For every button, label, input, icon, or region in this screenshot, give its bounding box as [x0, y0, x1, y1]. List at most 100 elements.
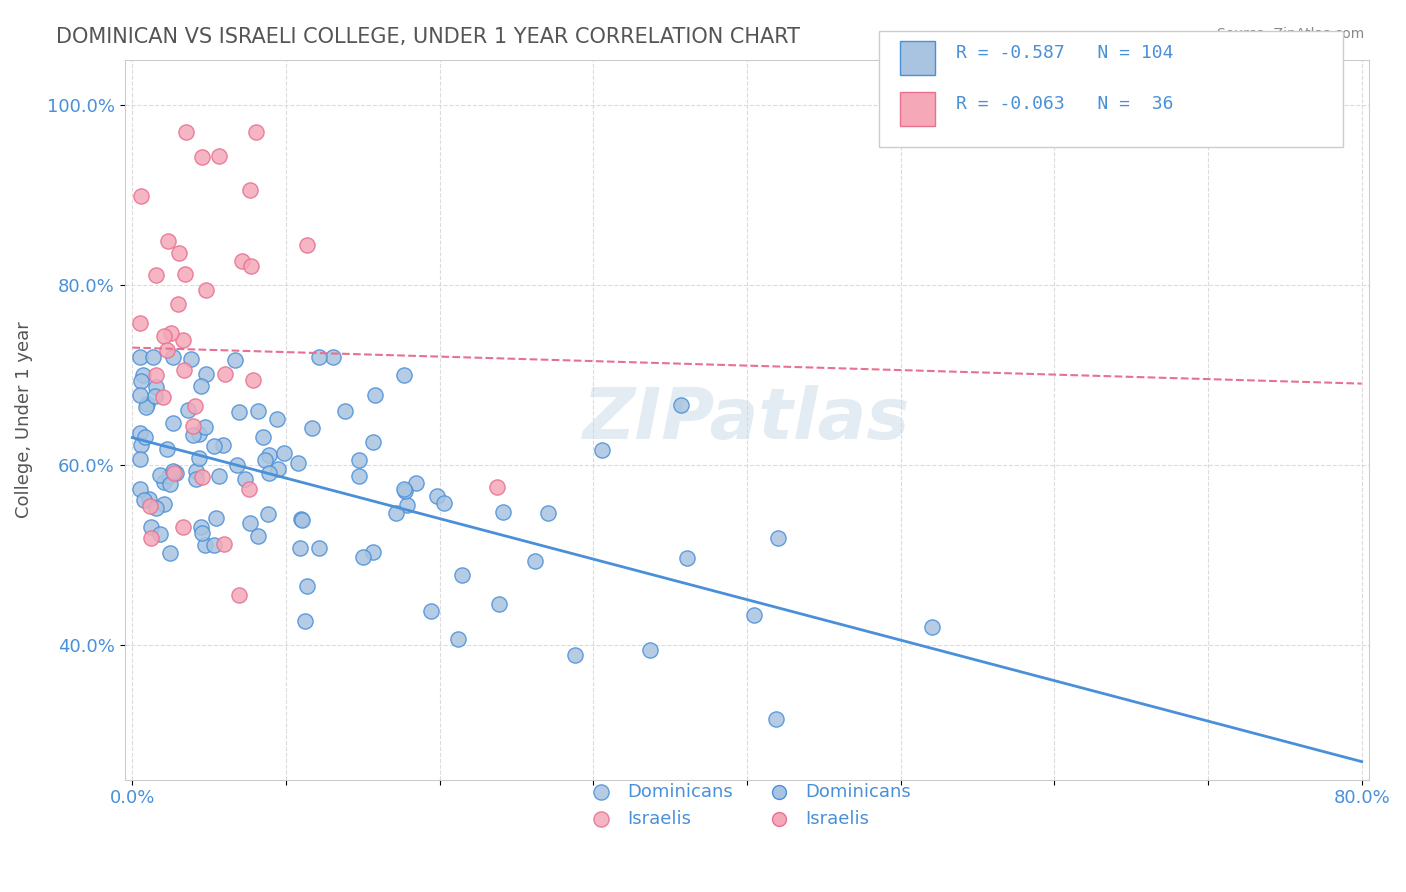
Israelis [157, 234, 180, 248]
Dominicans [426, 489, 449, 503]
Dominicans [149, 468, 172, 483]
Israelis [231, 254, 253, 268]
Dominicans [135, 401, 157, 415]
Dominicans [252, 430, 274, 444]
Dominicans [361, 545, 384, 559]
Dominicans [129, 451, 152, 466]
Dominicans [256, 507, 278, 521]
Dominicans [129, 482, 152, 496]
Israelis [239, 183, 262, 197]
Dominicans [184, 472, 207, 486]
Dominicans [159, 546, 181, 560]
Dominicans [202, 439, 225, 453]
Dominicans [290, 512, 312, 526]
Dominicans [157, 468, 180, 483]
Israelis [174, 125, 197, 139]
Dominicans [266, 412, 288, 426]
Dominicans [152, 475, 174, 489]
Dominicans [301, 421, 323, 435]
Dominicans [225, 458, 247, 472]
Dominicans [208, 469, 231, 483]
Dominicans [143, 389, 166, 403]
Israelis [214, 367, 236, 381]
Dominicans [141, 520, 163, 534]
Israelis [191, 470, 214, 484]
Dominicans [492, 505, 515, 519]
Dominicans [392, 483, 415, 497]
Dominicans [129, 438, 152, 452]
Dominicans [394, 484, 416, 499]
Dominicans [294, 614, 316, 628]
Israelis [167, 296, 190, 310]
Israelis [139, 499, 162, 513]
Dominicans [239, 516, 262, 530]
Dominicans [676, 551, 699, 566]
Dominicans [669, 398, 692, 412]
Dominicans [287, 456, 309, 470]
Dominicans [191, 526, 214, 541]
Dominicans [273, 446, 295, 460]
Dominicans [352, 550, 374, 565]
Text: ZIPatlas: ZIPatlas [583, 385, 911, 454]
Dominicans [129, 425, 152, 440]
Israelis [139, 531, 162, 545]
Dominicans [190, 520, 212, 534]
Dominicans [396, 498, 419, 512]
Israelis [153, 329, 176, 343]
Dominicans [202, 538, 225, 552]
Dominicans [488, 598, 510, 612]
Dominicans [290, 541, 312, 555]
Dominicans [181, 428, 204, 442]
Legend: Dominicans, Israelis, Dominicans, Israelis: Dominicans, Israelis, Dominicans, Israel… [575, 776, 918, 836]
Text: DOMINICAN VS ISRAELI COLLEGE, UNDER 1 YEAR CORRELATION CHART: DOMINICAN VS ISRAELI COLLEGE, UNDER 1 YE… [56, 27, 800, 46]
Dominicans [135, 397, 157, 411]
Dominicans [257, 466, 280, 480]
Dominicans [768, 531, 790, 545]
Dominicans [349, 453, 371, 467]
Dominicans [308, 541, 330, 556]
Israelis [160, 326, 183, 340]
Dominicans [152, 497, 174, 511]
Israelis [238, 482, 260, 496]
Dominicans [385, 506, 408, 520]
Dominicans [420, 604, 443, 618]
Dominicans [536, 506, 558, 520]
Dominicans [433, 496, 456, 510]
Dominicans [364, 388, 387, 402]
Dominicans [638, 643, 661, 657]
Dominicans [142, 350, 165, 364]
Dominicans [291, 513, 314, 527]
Dominicans [394, 368, 416, 382]
Israelis [195, 283, 218, 297]
Israelis [172, 334, 194, 348]
Dominicans [228, 405, 250, 419]
Dominicans [267, 462, 290, 476]
Israelis [145, 268, 167, 282]
Dominicans [132, 368, 155, 382]
Dominicans [134, 429, 156, 443]
Israelis [240, 259, 263, 273]
Dominicans [247, 529, 270, 543]
Israelis [212, 537, 235, 551]
Dominicans [224, 353, 246, 368]
Israelis [129, 189, 152, 203]
Dominicans [129, 387, 152, 401]
Dominicans [156, 442, 179, 456]
Dominicans [180, 351, 202, 366]
Dominicans [159, 476, 181, 491]
Israelis [173, 268, 195, 282]
Dominicans [149, 527, 172, 541]
Israelis [191, 150, 214, 164]
Dominicans [233, 472, 256, 486]
Israelis [485, 480, 508, 494]
Dominicans [450, 568, 472, 582]
Dominicans [564, 648, 586, 663]
Dominicans [138, 491, 160, 506]
Dominicans [162, 464, 184, 478]
Dominicans [162, 417, 184, 431]
Text: R = -0.063   N =  36: R = -0.063 N = 36 [956, 95, 1174, 113]
Israelis [242, 373, 264, 387]
Dominicans [921, 620, 943, 634]
Israelis [181, 418, 204, 433]
Dominicans [765, 712, 787, 726]
